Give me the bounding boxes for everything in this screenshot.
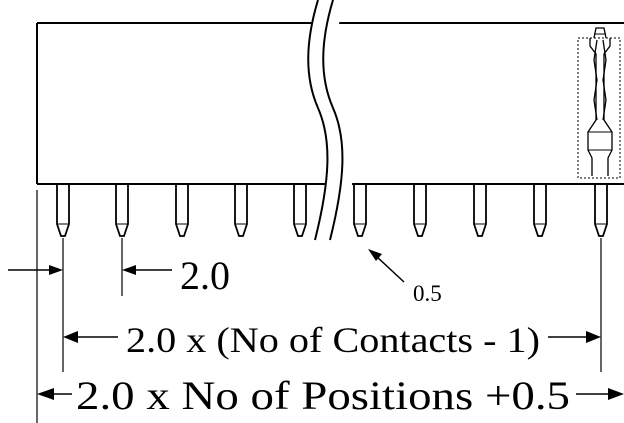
contact-detail (577, 27, 621, 179)
overall-length-label: 2.0 x No of Positions +0.5 (76, 373, 570, 418)
break-gap (308, 0, 354, 240)
pin (293, 184, 307, 237)
break-line-left (307, 0, 329, 241)
pin-row (56, 184, 608, 237)
pin (594, 184, 608, 237)
pin (175, 184, 189, 237)
pin (234, 184, 248, 237)
contacts-span-dimension: 2.0 x (No of Contacts - 1) (63, 320, 601, 360)
overall-length-dimension: 2.0 x No of Positions +0.5 (37, 373, 624, 418)
extension-lines (36, 190, 602, 423)
pin (473, 184, 487, 237)
pin (413, 184, 427, 237)
pin (56, 184, 70, 237)
break-line-right (322, 0, 344, 241)
pitch-dimension: 2.0 (8, 253, 230, 298)
tip-dimension: 0.5 (368, 249, 442, 306)
pin (115, 184, 129, 237)
pitch-label: 2.0 (180, 253, 230, 298)
tip-label: 0.5 (413, 281, 442, 306)
pin (353, 184, 367, 237)
contacts-span-label: 2.0 x (No of Contacts - 1) (126, 320, 540, 360)
pin (533, 184, 547, 237)
